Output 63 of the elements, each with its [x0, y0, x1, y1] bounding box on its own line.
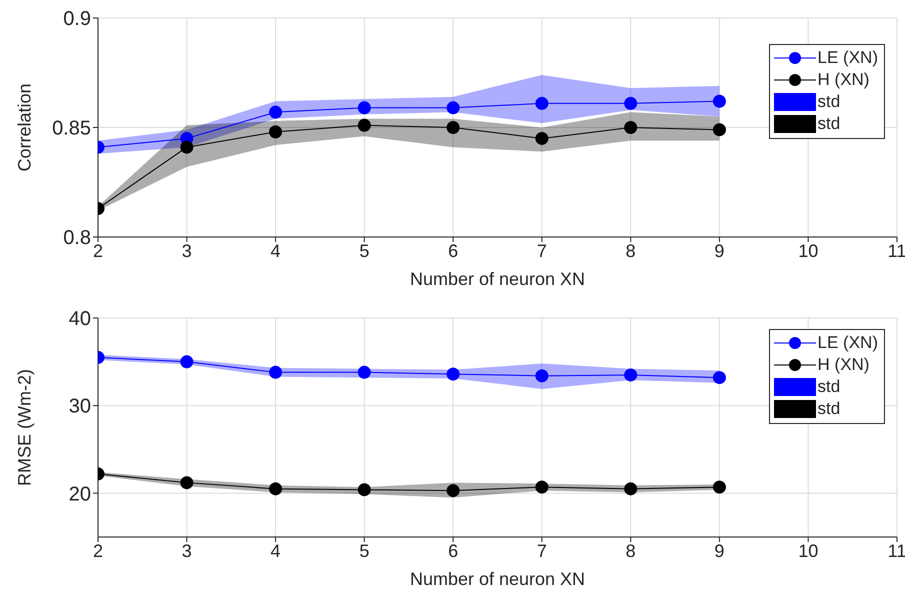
- point: [535, 369, 548, 382]
- point: [712, 480, 726, 494]
- point: [712, 94, 726, 108]
- x-tick-label: 4: [270, 540, 281, 561]
- x-tick-label: 5: [359, 240, 370, 261]
- x-tick-label: 8: [626, 540, 636, 561]
- annotation: std: [818, 377, 840, 397]
- point: [535, 96, 548, 110]
- point: [624, 368, 638, 382]
- y-tick-label: 30: [68, 396, 91, 418]
- point: [358, 366, 371, 379]
- point: [269, 106, 282, 119]
- x-tick-label: 9: [714, 240, 724, 261]
- point: [269, 125, 282, 138]
- point: [180, 355, 194, 368]
- x-tick-label: 6: [448, 240, 458, 261]
- point: [535, 132, 548, 145]
- y-tick-label: 0.85: [52, 118, 91, 140]
- x-tick-label: 7: [536, 240, 547, 261]
- point: [446, 121, 460, 134]
- point: [712, 371, 726, 384]
- point: [180, 140, 194, 154]
- y-axis-title: RMSE (Wm-2): [14, 369, 34, 486]
- y-tick-label: 0.9: [63, 8, 91, 30]
- annotation: std: [818, 399, 840, 419]
- legend-label: LE (XN): [818, 333, 878, 353]
- x-tick-label: 9: [714, 540, 724, 561]
- point: [269, 366, 282, 379]
- point: [624, 121, 638, 134]
- point: [446, 101, 460, 114]
- x-tick-label: 10: [798, 240, 818, 261]
- x-tick-label: 2: [92, 540, 104, 561]
- point: [358, 101, 371, 114]
- legend-label: LE (XN): [818, 48, 878, 68]
- y-tick-label: 0.8: [63, 227, 91, 250]
- x-tick-label: 7: [536, 540, 547, 561]
- point: [358, 118, 371, 132]
- legend-label: H (XN): [818, 355, 870, 375]
- x-tick-label: 6: [448, 540, 458, 561]
- point: [535, 480, 548, 494]
- point: [269, 482, 282, 496]
- annotation: std: [818, 114, 840, 134]
- point: [446, 484, 460, 498]
- x-axis-title: Number of neuron XN: [410, 569, 586, 589]
- point: [446, 368, 460, 381]
- point: [624, 482, 638, 496]
- point: [180, 476, 194, 490]
- point: [624, 96, 638, 110]
- legend-label: H (XN): [818, 70, 870, 90]
- y-tick-label: 40: [68, 308, 91, 330]
- x-tick-label: 3: [182, 240, 192, 261]
- point: [358, 483, 371, 496]
- x-axis-title: Number of neuron XN: [410, 269, 586, 289]
- x-tick-label: 4: [270, 240, 281, 261]
- y-axis-title: Correlation: [14, 83, 34, 172]
- x-tick-label: 10: [798, 540, 818, 561]
- y-tick-label: 20: [68, 483, 91, 506]
- point: [712, 123, 726, 136]
- x-tick-label: 5: [359, 540, 370, 561]
- x-tick-label: 8: [626, 240, 636, 261]
- annotation: std: [818, 92, 840, 112]
- x-tick-label: 2: [92, 240, 104, 261]
- x-tick-label: 3: [182, 540, 192, 561]
